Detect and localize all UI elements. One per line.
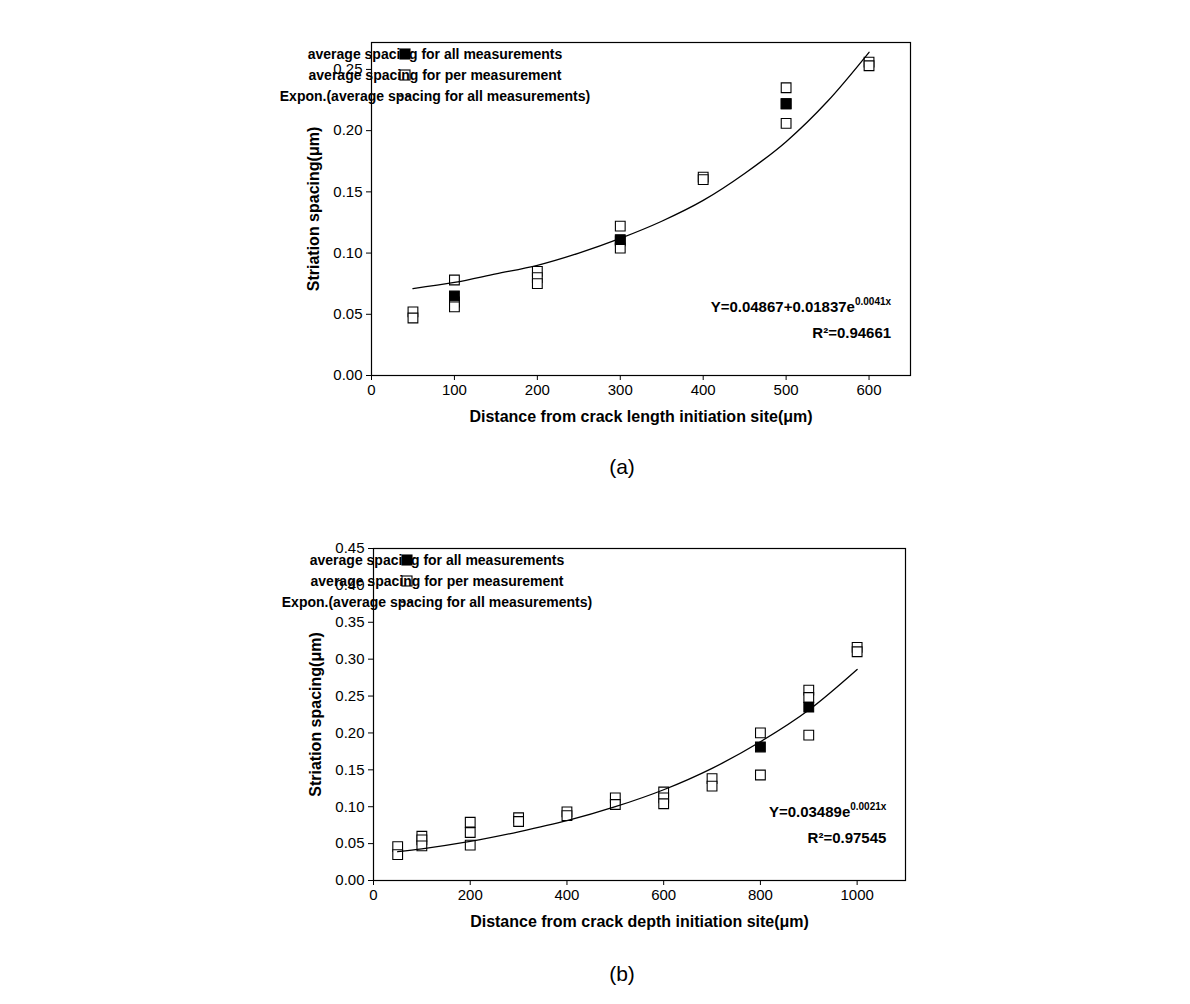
svg-text:0.20: 0.20 [335,724,364,741]
svg-text:0.45: 0.45 [335,539,365,557]
svg-text:300: 300 [608,381,633,398]
svg-text:600: 600 [857,381,882,398]
svg-text:200: 200 [458,886,483,903]
html-text:(a): (a) [609,455,635,478]
svg-text:Expon.(average spacing for all: Expon.(average spacing for all measureme… [282,594,592,610]
svg-text:400: 400 [691,381,716,398]
svg-text:500: 500 [774,381,799,398]
svg-text:average spacing for all measur: average spacing for all measurements [310,552,565,568]
svg-text:average spacing for per measur: average spacing for per measurement [311,573,564,589]
svg-text:600: 600 [651,886,676,903]
svg-text:0.15: 0.15 [333,183,362,200]
svg-text:0.35: 0.35 [335,613,364,630]
svg-text:average spacing for all measur: average spacing for all measurements [308,46,563,62]
svg-text:Distance from crack length ini: Distance from crack length initiation si… [469,408,812,425]
html-text:(b): (b) [609,962,635,985]
svg-text:0.10: 0.10 [335,798,364,815]
svg-text:0.20: 0.20 [333,121,362,138]
svg-text:0.05: 0.05 [335,834,364,851]
svg-text:200: 200 [525,381,550,398]
svg-text:R²=0.97545: R²=0.97545 [808,829,887,846]
svg-text:R²=0.94661: R²=0.94661 [812,324,891,341]
svg-text:Striation spacing(μm): Striation spacing(μm) [307,632,324,796]
svg-text:0.15: 0.15 [335,761,364,778]
svg-text:0.00: 0.00 [335,871,364,888]
svg-text:0.30: 0.30 [335,650,364,667]
svg-text:1000: 1000 [840,886,873,903]
svg-text:800: 800 [748,886,773,903]
svg-text:0.25: 0.25 [335,687,364,704]
svg-text:Striation spacing(μm): Striation spacing(μm) [305,127,322,291]
svg-text:0.10: 0.10 [333,244,362,261]
svg-text:Y=0.04867+0.01837e0.0041x: Y=0.04867+0.01837e0.0041x [711,296,892,315]
svg-text:0.05: 0.05 [333,305,362,322]
svg-text:0.00: 0.00 [333,366,362,383]
svg-text:100: 100 [442,381,467,398]
svg-text:0: 0 [367,381,375,398]
svg-text:400: 400 [554,886,579,903]
svg-text:Y=0.03489e0.0021x: Y=0.03489e0.0021x [769,801,887,820]
svg-text:average spacing for per measur: average spacing for per measurement [309,67,562,83]
svg-text:Distance from crack depth init: Distance from crack depth initiation sit… [470,913,809,930]
svg-text:Expon.(average spacing for all: Expon.(average spacing for all measureme… [280,88,590,104]
svg-text:0: 0 [369,886,377,903]
